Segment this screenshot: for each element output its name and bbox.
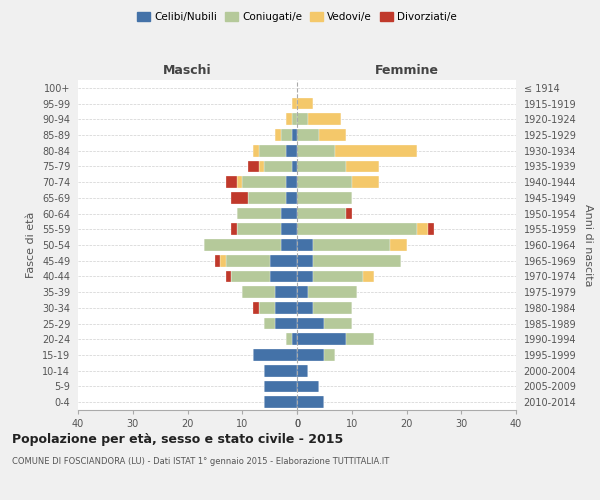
Bar: [269, 255, 297, 266]
Bar: [292, 98, 297, 110]
Bar: [253, 145, 259, 156]
Bar: [319, 129, 346, 141]
Bar: [297, 129, 319, 141]
Bar: [335, 145, 418, 156]
Bar: [313, 302, 352, 314]
Bar: [292, 114, 297, 125]
Bar: [292, 160, 297, 172]
Bar: [248, 160, 259, 172]
Bar: [259, 160, 264, 172]
Y-axis label: Anni di nascita: Anni di nascita: [583, 204, 593, 286]
Bar: [259, 145, 286, 156]
Bar: [297, 255, 313, 266]
Bar: [281, 224, 297, 235]
Bar: [297, 114, 308, 125]
Bar: [237, 176, 242, 188]
Bar: [297, 396, 325, 408]
Bar: [313, 270, 363, 282]
Bar: [346, 334, 374, 345]
Bar: [275, 129, 281, 141]
Bar: [264, 318, 275, 330]
Bar: [297, 98, 313, 110]
Bar: [297, 192, 352, 204]
Bar: [313, 255, 401, 266]
Bar: [297, 270, 313, 282]
Bar: [232, 224, 237, 235]
Bar: [286, 145, 297, 156]
Bar: [308, 286, 357, 298]
Y-axis label: Fasce di età: Fasce di età: [26, 212, 37, 278]
Bar: [264, 396, 297, 408]
Text: Popolazione per età, sesso e stato civile - 2015: Popolazione per età, sesso e stato civil…: [12, 432, 343, 446]
Bar: [264, 160, 292, 172]
Bar: [237, 208, 281, 220]
Bar: [297, 380, 319, 392]
Bar: [297, 224, 418, 235]
Bar: [297, 160, 346, 172]
Bar: [292, 129, 297, 141]
Bar: [281, 239, 297, 251]
Bar: [325, 318, 352, 330]
Bar: [418, 224, 428, 235]
Bar: [297, 145, 335, 156]
Bar: [297, 208, 346, 220]
Bar: [297, 239, 313, 251]
Bar: [297, 302, 313, 314]
Bar: [313, 239, 390, 251]
Legend: Celibi/Nubili, Coniugati/e, Vedovi/e, Divorziati/e: Celibi/Nubili, Coniugati/e, Vedovi/e, Di…: [133, 8, 461, 26]
Bar: [346, 160, 379, 172]
Bar: [232, 192, 248, 204]
Bar: [286, 334, 292, 345]
Bar: [215, 255, 220, 266]
Bar: [286, 114, 292, 125]
Bar: [275, 302, 297, 314]
Bar: [352, 176, 379, 188]
Bar: [269, 270, 297, 282]
Bar: [297, 318, 325, 330]
Title: Maschi: Maschi: [163, 64, 212, 78]
Bar: [232, 270, 269, 282]
Bar: [264, 365, 297, 376]
Bar: [275, 318, 297, 330]
Bar: [292, 334, 297, 345]
Bar: [297, 176, 352, 188]
Bar: [390, 239, 407, 251]
Bar: [286, 192, 297, 204]
Bar: [297, 286, 308, 298]
Bar: [346, 208, 352, 220]
Bar: [362, 270, 374, 282]
Title: Femmine: Femmine: [374, 64, 439, 78]
Bar: [220, 255, 226, 266]
Bar: [226, 255, 269, 266]
Bar: [297, 349, 325, 361]
Bar: [253, 349, 297, 361]
Bar: [226, 176, 237, 188]
Bar: [308, 114, 341, 125]
Bar: [259, 302, 275, 314]
Bar: [428, 224, 434, 235]
Bar: [248, 192, 286, 204]
Bar: [297, 334, 346, 345]
Bar: [297, 365, 308, 376]
Bar: [242, 176, 286, 188]
Bar: [242, 286, 275, 298]
Bar: [237, 224, 281, 235]
Text: COMUNE DI FOSCIANDORA (LU) - Dati ISTAT 1° gennaio 2015 - Elaborazione TUTTITALI: COMUNE DI FOSCIANDORA (LU) - Dati ISTAT …: [12, 457, 389, 466]
Bar: [281, 208, 297, 220]
Bar: [226, 270, 232, 282]
Bar: [264, 380, 297, 392]
Bar: [253, 302, 259, 314]
Bar: [275, 286, 297, 298]
Bar: [204, 239, 281, 251]
Bar: [325, 349, 335, 361]
Bar: [286, 176, 297, 188]
Bar: [281, 129, 292, 141]
